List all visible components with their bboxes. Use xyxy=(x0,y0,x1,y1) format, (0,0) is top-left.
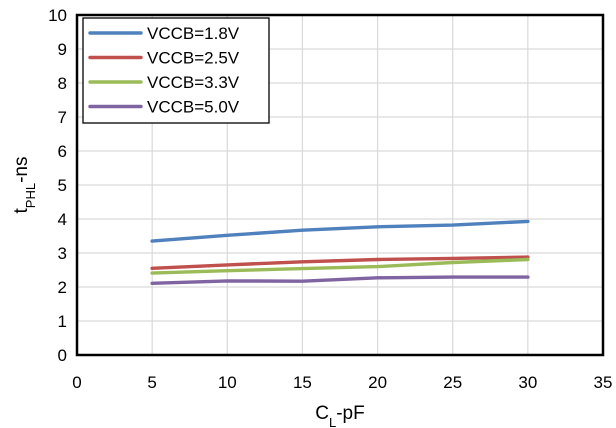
x-axis-title-rest: -pF xyxy=(336,403,365,424)
series-lines xyxy=(150,219,530,285)
legend: VCCB=1.8V VCCB=2.5V VCCB=3.3V VCCB=5.0V xyxy=(82,17,270,124)
x-axis-title-main: C xyxy=(315,403,329,424)
legend-label: VCCB=1.8V xyxy=(147,24,240,43)
y-tick-label: 10 xyxy=(48,6,67,25)
y-tick-label: 8 xyxy=(58,74,67,93)
series-line xyxy=(150,257,530,275)
y-tick-label: 3 xyxy=(58,244,67,263)
y-tick-label: 2 xyxy=(58,278,67,297)
y-tick-label: 1 xyxy=(58,312,67,331)
y-tick-label: 9 xyxy=(58,40,67,59)
y-axis-title-main: t xyxy=(11,207,32,213)
series-line xyxy=(150,275,530,285)
x-axis-title: CL-pF xyxy=(315,403,364,428)
x-tick-label: 20 xyxy=(368,373,387,392)
legend-label: VCCB=3.3V xyxy=(147,73,240,92)
legend-label: VCCB=2.5V xyxy=(147,49,240,68)
x-tick-label: 35 xyxy=(594,373,613,392)
x-tick-label: 25 xyxy=(443,373,462,392)
grid-lines xyxy=(76,14,604,356)
x-tick-labels: 0 5 10 15 20 25 30 35 xyxy=(72,373,612,392)
series-line xyxy=(150,255,530,270)
plot-area-border xyxy=(75,13,605,357)
y-tick-label: 7 xyxy=(58,108,67,127)
y-axis-title-rest: -ns xyxy=(11,157,32,183)
y-tick-labels: 0 1 2 3 4 5 6 7 8 9 10 xyxy=(48,6,67,365)
y-tick-label: 4 xyxy=(58,210,67,229)
y-axis-title-subscript: PHL xyxy=(23,183,38,208)
x-axis-title-subscript: L xyxy=(329,415,336,428)
x-tick-label: 15 xyxy=(293,373,312,392)
y-tick-label: 5 xyxy=(58,176,67,195)
y-axis-title: tPHL-ns xyxy=(11,157,38,214)
x-tick-label: 30 xyxy=(518,373,537,392)
y-tick-label: 6 xyxy=(58,142,67,161)
legend-label: VCCB=5.0V xyxy=(147,98,240,117)
series-line xyxy=(150,219,530,243)
y-tick-label: 0 xyxy=(58,346,67,365)
x-tick-label: 5 xyxy=(147,373,156,392)
x-tick-label: 0 xyxy=(72,373,81,392)
x-tick-label: 10 xyxy=(218,373,237,392)
